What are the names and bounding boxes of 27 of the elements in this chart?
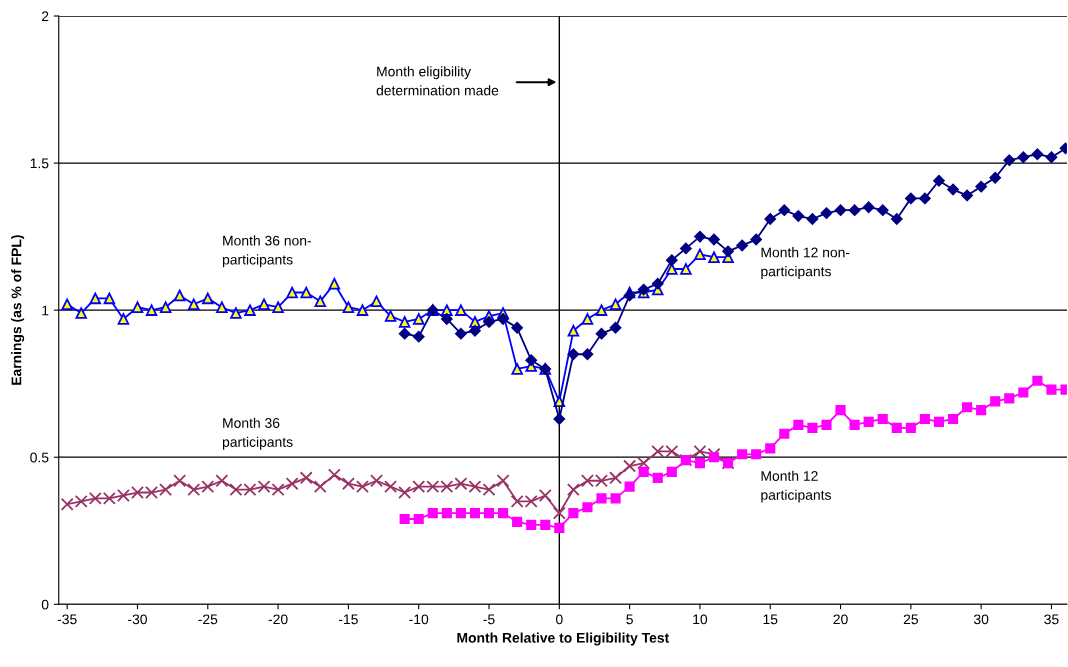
y-tick-label: 0.5 <box>30 452 49 463</box>
x-tick-label: -30 <box>128 614 147 625</box>
y-tick-label: 0 <box>41 599 49 610</box>
annotation: Month 12 non- participants <box>761 247 850 280</box>
x-tick-label: 15 <box>763 614 778 625</box>
x-tick-label: -20 <box>268 614 288 625</box>
x-tick-label: -15 <box>338 614 358 625</box>
y-tick-label: 1 <box>42 305 49 316</box>
x-tick-label: 30 <box>973 614 989 625</box>
x-tick-label: 25 <box>903 614 918 625</box>
annotation: Month 36 participants <box>222 417 293 450</box>
ref-line-label: Month eligibility determination made <box>376 66 499 96</box>
x-tick-label: -35 <box>57 614 77 625</box>
annotation: Month 12 participants <box>761 470 831 503</box>
y-tick-label: 2 <box>41 11 49 22</box>
y-axis-title: Earnings (as % of FPL) <box>11 235 25 385</box>
x-tick-label: 20 <box>833 614 848 625</box>
x-tick-label: -10 <box>409 614 429 625</box>
annotation: Month 36 non- participants <box>222 235 312 268</box>
x-tick-label: 35 <box>1044 614 1059 625</box>
y-tick-label: 1.5 <box>30 158 49 169</box>
x-tick-label: -5 <box>483 614 495 625</box>
x-tick-label: 5 <box>626 614 633 625</box>
x-tick-label: -25 <box>198 614 218 625</box>
x-tick-label: 10 <box>693 614 708 625</box>
x-tick-label: 0 <box>556 614 563 625</box>
x-axis-title: Month Relative to Eligibility Test <box>457 632 670 646</box>
